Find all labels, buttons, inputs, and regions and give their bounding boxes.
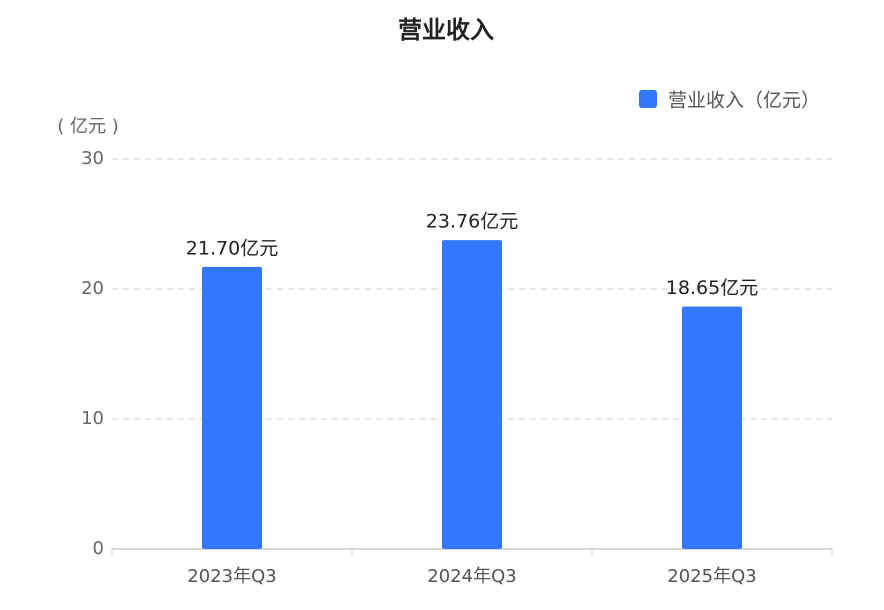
x-tick-label: 2023年Q3 — [187, 566, 276, 587]
value-label: 18.65亿元 — [666, 277, 758, 299]
legend-swatch — [639, 90, 657, 108]
bar — [442, 240, 502, 549]
y-tick-label: 0 — [93, 538, 104, 559]
legend-label: 营业收入（亿元） — [668, 90, 820, 112]
y-tick-label: 10 — [81, 408, 104, 429]
value-label: 21.70亿元 — [186, 237, 278, 259]
bar — [202, 266, 262, 549]
bar — [682, 306, 742, 549]
chart-title: 营业收入 — [398, 16, 494, 44]
x-tick-label: 2025年Q3 — [667, 566, 756, 587]
x-tick-label: 2024年Q3 — [427, 566, 516, 587]
value-label: 23.76亿元 — [426, 211, 518, 233]
y-axis-label: ( 亿元 ) — [57, 116, 119, 137]
y-tick-label: 20 — [81, 278, 104, 299]
y-tick-label: 30 — [81, 148, 104, 169]
